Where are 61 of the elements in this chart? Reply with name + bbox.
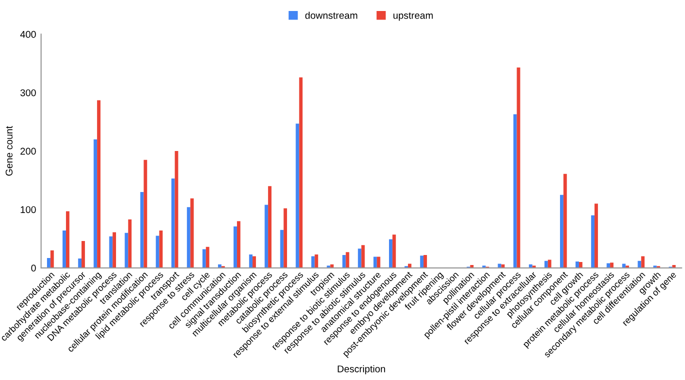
bar [594,204,598,268]
bar [236,221,240,268]
bar [578,262,582,268]
bar [591,215,595,268]
bar [392,234,396,268]
bar [249,254,253,268]
bar [47,258,50,268]
bar [606,263,610,268]
bar [361,245,365,268]
bar [513,114,517,268]
bar [144,160,148,268]
bar [299,77,303,268]
bar [376,256,380,268]
bar [576,261,579,268]
x-axis-title: Description [338,365,386,374]
bar [78,258,82,268]
bar [280,230,284,268]
bar [424,255,427,268]
bar [389,239,392,268]
bar [641,256,645,268]
bar [314,254,318,268]
bar [268,186,272,268]
bar [252,256,256,268]
bar [206,246,210,268]
bar [373,256,377,268]
bar [296,124,300,268]
bar [358,248,362,268]
bar [171,178,175,268]
y-tick-label: 100 [20,206,36,214]
bar [234,226,237,268]
bar [159,230,163,268]
bar [420,256,424,268]
bar [638,260,642,268]
bar [610,262,614,268]
y-tick-label: 0 [31,264,36,272]
y-tick-label: 200 [20,148,36,155]
bar [544,260,548,268]
y-tick-label: 300 [20,89,36,96]
legend-label: downstream [305,12,358,19]
bar [82,241,85,268]
legend-label: upstream [393,12,433,21]
bar [94,139,98,268]
y-tick-label: 400 [20,30,36,38]
bar [112,232,116,268]
bar [342,255,346,268]
bar [202,249,206,268]
bar [264,204,268,268]
bar [186,207,190,268]
bar [560,194,564,268]
bar [284,208,288,268]
bar [190,198,194,268]
bar [50,250,54,268]
bar [62,230,66,268]
bar [109,236,113,268]
bar [124,232,128,268]
bar [66,211,70,268]
bar [97,100,100,268]
bar [548,260,552,268]
y-axis-title: Gene count [6,126,13,176]
bar [563,174,567,268]
bar [128,219,132,268]
